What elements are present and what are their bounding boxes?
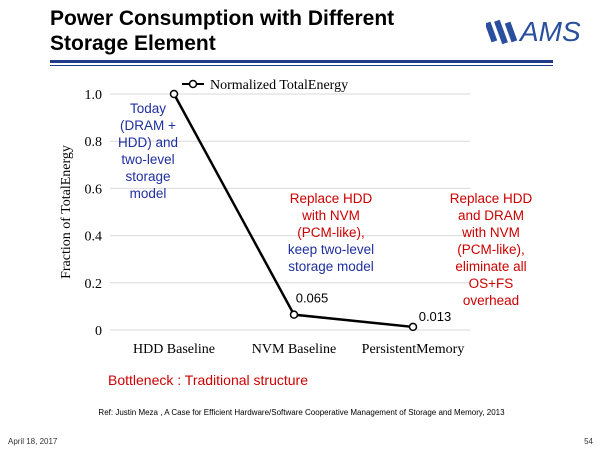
- data-point-marker: [289, 310, 299, 319]
- y-tick-labels: 0 0.2 0.4 0.6 0.8 1.0: [85, 88, 103, 339]
- y-tick-label: 0.8: [85, 135, 103, 150]
- annotation-today: Today (DRAM + HDD) and two-level storage…: [117, 101, 179, 201]
- annotation-nvm-line: (PCM-like),: [297, 225, 365, 240]
- y-tick-label: 0: [95, 324, 102, 339]
- ams-logo: AMS: [484, 12, 598, 54]
- reference-citation: Ref: Justin Meza , A Case for Efficient …: [98, 408, 505, 417]
- annotation-nvm-line: storage model: [288, 259, 374, 274]
- annotation-nvm-line: keep two-level: [287, 242, 375, 257]
- data-point-marker: [408, 322, 418, 332]
- slide-title: Power Consumption with Different Storage…: [50, 6, 470, 56]
- annotation-nvm-line: Replace HDD: [289, 191, 373, 206]
- x-tick-label: NVM Baseline: [252, 342, 336, 357]
- y-tick-label: 0.2: [85, 277, 103, 292]
- y-axis-label: Fraction of TotalEnergy: [59, 145, 74, 279]
- legend: Normalized TotalEnergy: [182, 78, 348, 93]
- title-rule: [50, 60, 553, 63]
- ams-logo-mark-icon: [484, 19, 518, 45]
- y-tick-label: 0.4: [85, 230, 103, 245]
- data-labels: 0.065 0.013: [296, 291, 452, 324]
- data-label: 0.013: [419, 309, 452, 324]
- annotation-nvm-line: with NVM: [302, 208, 360, 223]
- x-tick-label: PersistentMemory: [362, 342, 465, 357]
- legend-label: Normalized TotalEnergy: [210, 78, 348, 93]
- annotation-nvm-baseline: Replace HDD with NVM (PCM-like), keep two-l…: [268, 190, 394, 275]
- page-number: 54: [584, 437, 593, 446]
- bottleneck-note: Bottleneck : Traditional structure: [108, 372, 308, 388]
- grid-lines: [110, 93, 470, 284]
- data-label: 0.065: [296, 291, 329, 306]
- x-tick-label: HDD Baseline: [133, 342, 215, 357]
- title-rule-thin: [50, 65, 553, 66]
- annotation-persistent-memory: Replace HDD and DRAM with NVM (PCM-like)…: [449, 191, 533, 308]
- legend-marker: [188, 79, 198, 89]
- x-tick-labels: HDD Baseline NVM Baseline PersistentMemory: [133, 342, 464, 357]
- title-line-1: Power Consumption with Different: [50, 7, 395, 30]
- data-point-marker: [169, 89, 179, 99]
- footer-date: April 18, 2017: [8, 437, 58, 446]
- title-line-2: Storage Element: [50, 32, 216, 55]
- series-normalized-total-energy: [169, 89, 418, 332]
- y-tick-label: 0.6: [85, 182, 103, 197]
- y-tick-label: 1.0: [85, 88, 103, 103]
- logo-text: AMS: [520, 16, 581, 47]
